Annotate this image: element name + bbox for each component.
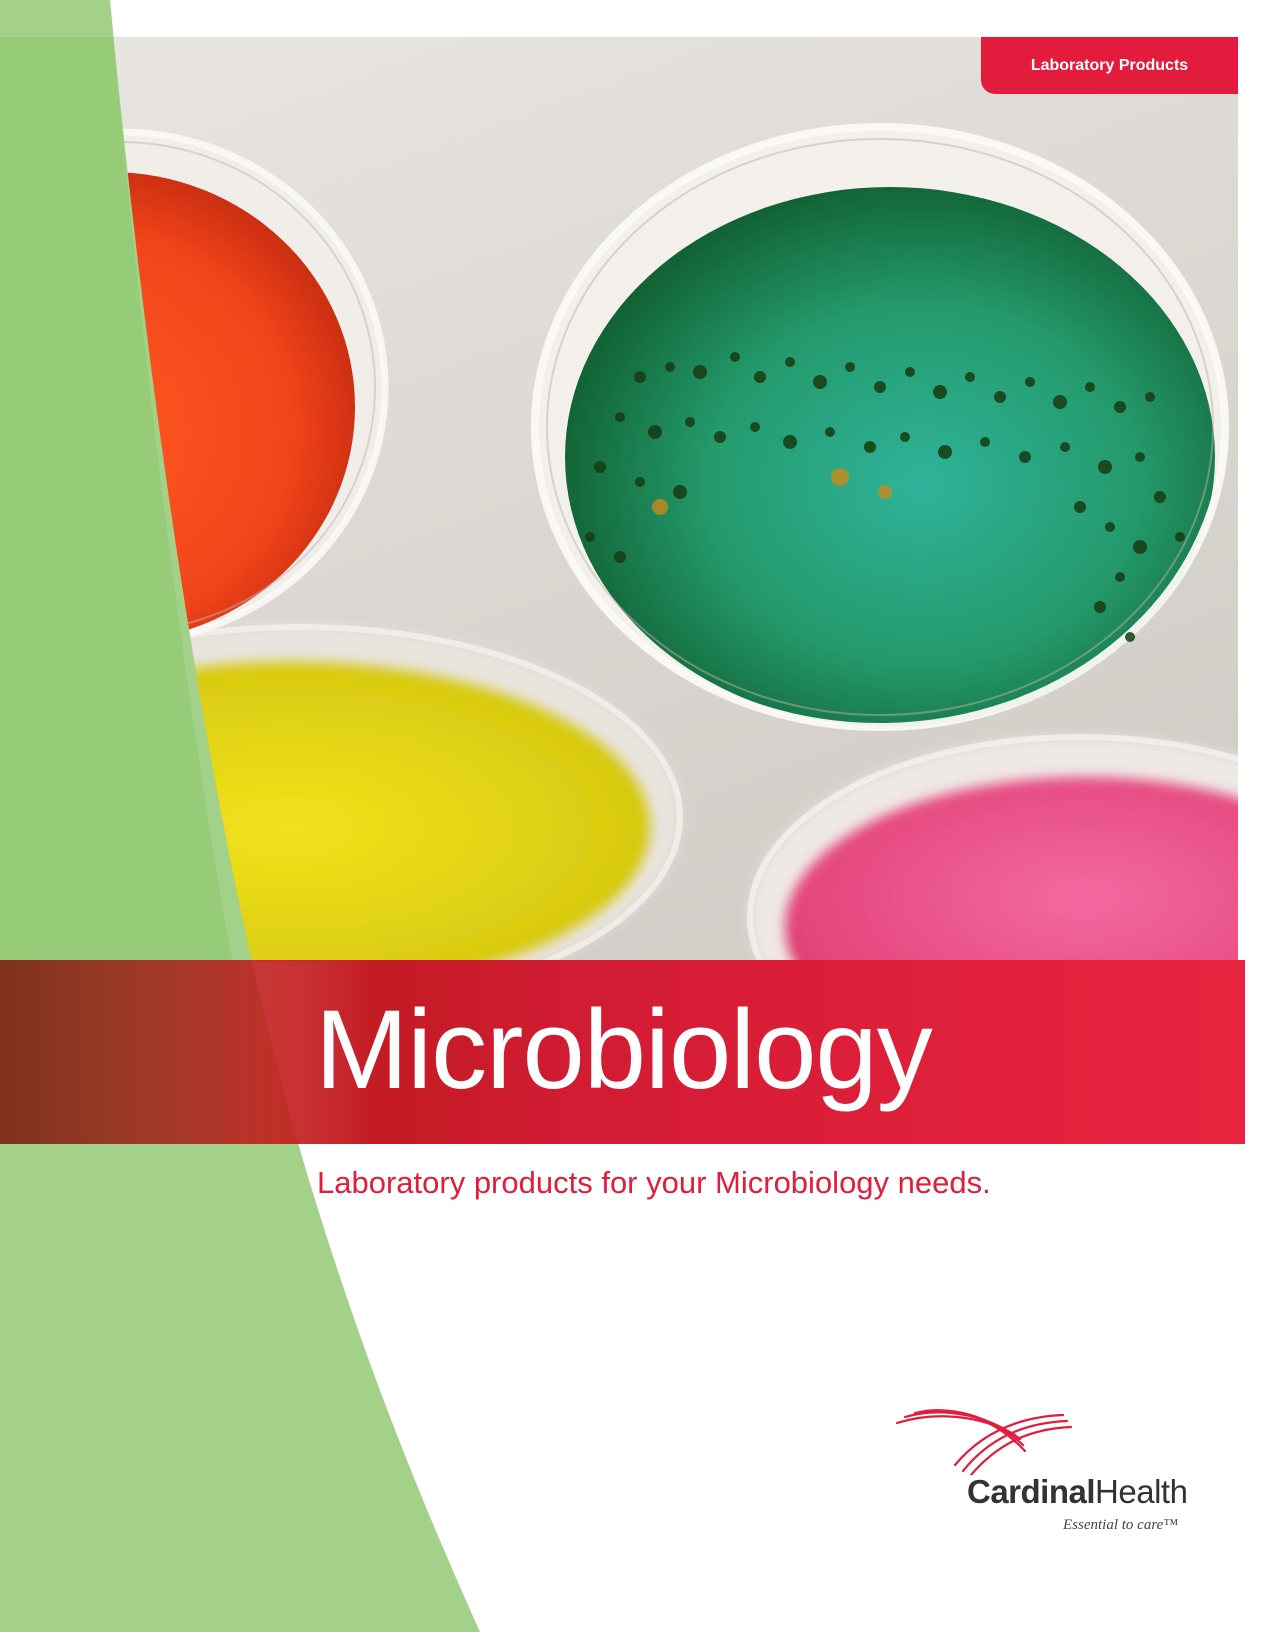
logo-name-bold: Cardinal [967,1473,1096,1510]
category-tab-label: Laboratory Products [1030,56,1189,74]
title-band-shade [0,960,1245,1144]
company-logo: CardinalHealth Essential to care™ [895,1405,1200,1555]
logo-tagline: Essential to care™ [1063,1517,1178,1533]
logo-wordmark: CardinalHealth [967,1473,1188,1511]
cardinal-swoosh-icon [895,1409,1073,1475]
logo-name-light: Health [1095,1473,1188,1510]
cover-subtitle: Laboratory products for your Microbiolog… [317,1165,991,1200]
category-tab: Laboratory Products [981,37,1238,94]
petri-dishes-illustration [0,123,1238,961]
hero-image-petri-dishes [0,37,1238,961]
cover-title: Microbiology [315,987,933,1112]
